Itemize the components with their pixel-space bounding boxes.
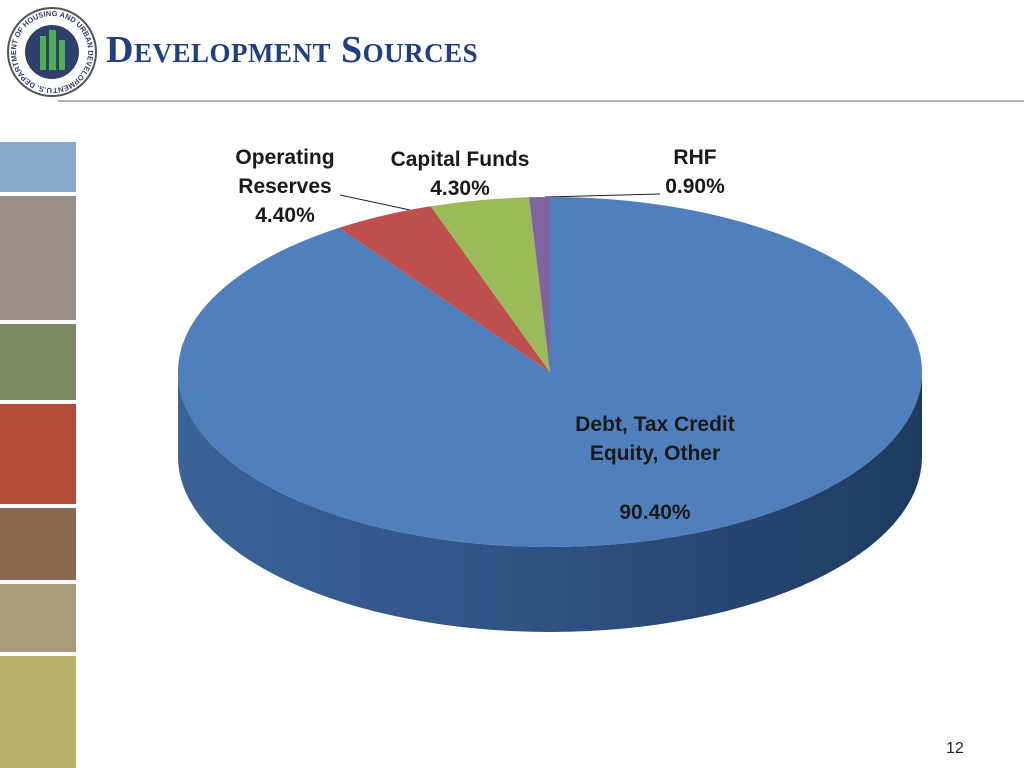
photo	[0, 584, 76, 652]
photo	[0, 508, 76, 580]
pie-slice	[338, 206, 550, 372]
leader-line	[339, 194, 411, 211]
logo-building	[49, 30, 56, 70]
logo-building	[40, 36, 46, 70]
category-label: Operating Reserves	[235, 146, 335, 198]
pie-slice	[178, 197, 922, 547]
pie-slice	[528, 197, 550, 372]
leader-line	[544, 193, 661, 198]
value-label: 4.30%	[430, 177, 490, 200]
photo	[0, 656, 76, 768]
value-label: 4.40%	[255, 204, 315, 227]
value-label: 0.90%	[665, 175, 725, 198]
page-number: 12	[946, 740, 964, 757]
value-label: 90.40%	[619, 501, 691, 524]
category-label: Capital Funds	[390, 148, 530, 171]
pie	[178, 197, 922, 632]
photo	[0, 404, 76, 504]
category-label: Debt, Tax Credit Equity, Other	[575, 413, 735, 465]
photo	[0, 142, 76, 192]
logo-building	[59, 40, 65, 70]
pie-slice	[430, 197, 550, 372]
photo	[0, 324, 76, 400]
category-label: RHF	[673, 146, 717, 169]
slide-title: Development Sources	[106, 29, 479, 71]
pie-side	[178, 372, 922, 632]
photo	[0, 196, 76, 320]
